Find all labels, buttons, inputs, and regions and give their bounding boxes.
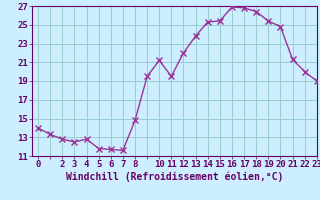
X-axis label: Windchill (Refroidissement éolien,°C): Windchill (Refroidissement éolien,°C) [66, 172, 283, 182]
